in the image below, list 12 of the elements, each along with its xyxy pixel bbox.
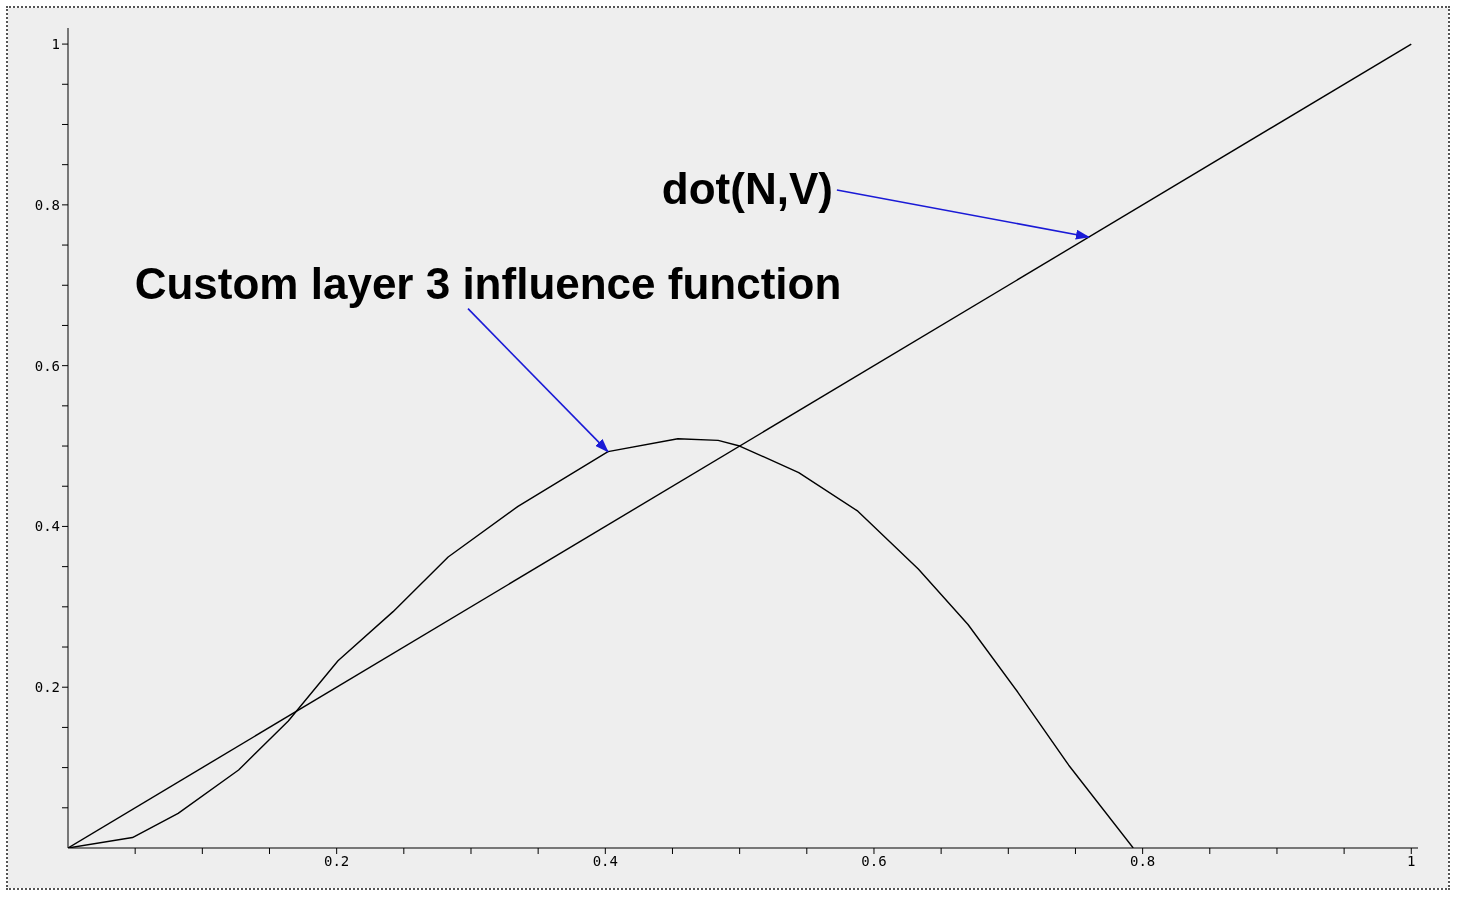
x-tick-label: 0.4	[592, 852, 618, 869]
y-tick-label: 0.4	[34, 518, 60, 535]
y-tick-label: 0.2	[34, 679, 60, 696]
x-tick-label: 1	[1407, 852, 1416, 869]
y-tick-label: 0.8	[34, 196, 60, 213]
x-tick-label: 0.2	[324, 852, 350, 869]
annotation: dot(N,V)	[661, 164, 833, 214]
annotation: Custom layer 3 influence function	[134, 258, 842, 308]
x-tick-label: 0.8	[1129, 852, 1156, 869]
x-tick-label: 0.6	[861, 852, 887, 869]
y-tick-label: 0.6	[34, 357, 60, 374]
y-tick-label: 1	[51, 36, 60, 53]
